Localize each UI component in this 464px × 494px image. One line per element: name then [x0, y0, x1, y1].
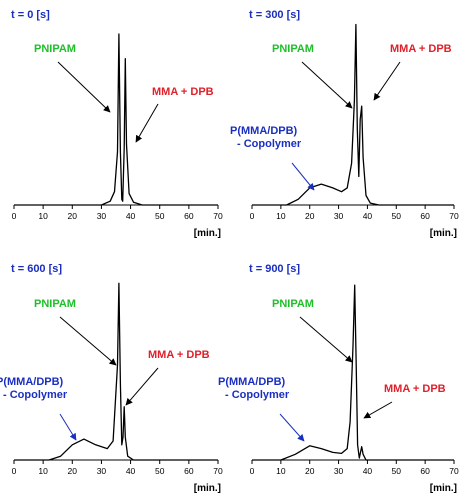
- copolymer-label: P(MMA/DPB): [230, 125, 298, 137]
- x-unit-label: [min.]: [194, 228, 221, 239]
- x-tick-label: 0: [12, 211, 17, 221]
- x-tick-label: 60: [420, 211, 430, 221]
- x-tick-label: 20: [305, 466, 315, 476]
- mma-dpb-arrow: [135, 103, 159, 143]
- x-tick-label: 50: [392, 466, 402, 476]
- copolymer-arrow: [279, 413, 305, 442]
- panel-title: t = 300 [s]: [249, 9, 300, 21]
- x-tick-label: 30: [97, 211, 107, 221]
- pnipam-label: PNIPAM: [272, 43, 314, 55]
- copolymer-label: - Copolymer: [237, 138, 302, 150]
- x-tick-label: 0: [12, 466, 17, 476]
- x-tick-label: 30: [334, 466, 344, 476]
- x-tick-label: 0: [250, 211, 255, 221]
- mma-dpb-arrow: [125, 367, 159, 406]
- pnipam-arrow: [299, 316, 353, 363]
- copolymer-arrow: [59, 413, 77, 441]
- x-unit-label: [min.]: [430, 228, 457, 239]
- copolymer-label: P(MMA/DPB): [218, 376, 286, 388]
- x-unit-label: [min.]: [194, 483, 221, 494]
- chromatogram-trace: [14, 282, 218, 461]
- x-tick-label: 10: [276, 211, 286, 221]
- pnipam-label: PNIPAM: [272, 298, 314, 310]
- x-tick-label: 70: [449, 466, 459, 476]
- mma-dpb-label: MMA + DPB: [390, 43, 452, 55]
- pnipam-arrow: [57, 61, 111, 113]
- x-tick-label: 50: [392, 211, 402, 221]
- x-tick-label: 50: [155, 466, 165, 476]
- pnipam-label: PNIPAM: [34, 43, 76, 55]
- x-tick-label: 30: [97, 466, 107, 476]
- panel-title: t = 900 [s]: [249, 263, 300, 275]
- copolymer-label: P(MMA/DPB): [0, 376, 64, 388]
- x-tick-label: 40: [363, 466, 373, 476]
- mma-dpb-label: MMA + DPB: [152, 86, 214, 98]
- copolymer-arrow: [291, 162, 315, 191]
- x-tick-label: 10: [38, 466, 48, 476]
- mma-dpb-arrow: [363, 401, 393, 419]
- panel-title: t = 600 [s]: [11, 263, 62, 275]
- x-tick-label: 70: [213, 211, 223, 221]
- pnipam-arrow: [59, 316, 117, 366]
- x-tick-label: 70: [213, 466, 223, 476]
- mma-dpb-label: MMA + DPB: [148, 349, 210, 361]
- chromatogram-trace: [14, 33, 218, 206]
- pnipam-label: PNIPAM: [34, 298, 76, 310]
- x-tick-label: 40: [126, 211, 136, 221]
- chart-panel-4: t = 900 [s] 0 10 20 30 40 50 60 70 [min.] PNIPAM MM…: [218, 263, 459, 494]
- chart-panel-3: t = 600 [s] 0 10 20 30 40 50 60 70 [min.] PNIPAM MM…: [0, 263, 223, 494]
- x-tick-label: 60: [184, 211, 194, 221]
- x-unit-label: [min.]: [430, 483, 457, 494]
- x-tick-label: 30: [334, 211, 344, 221]
- chart-panel-1: t = 0 [s] 0 10 20 30 40 50 60 70 [min.] PNIPAM MMA …: [11, 9, 223, 239]
- panel-title: t = 0 [s]: [11, 9, 50, 21]
- mma-dpb-arrow: [373, 61, 401, 101]
- x-tick-label: 20: [305, 211, 315, 221]
- pnipam-arrow: [301, 61, 353, 109]
- x-tick-label: 0: [250, 466, 255, 476]
- mma-dpb-label: MMA + DPB: [384, 383, 446, 395]
- x-tick-label: 10: [38, 211, 48, 221]
- x-tick-label: 20: [68, 466, 78, 476]
- x-tick-label: 40: [363, 211, 373, 221]
- chromatogram-trace: [252, 284, 454, 461]
- x-tick-label: 10: [276, 466, 286, 476]
- copolymer-label: - Copolymer: [3, 389, 68, 401]
- x-tick-label: 60: [420, 466, 430, 476]
- x-tick-label: 50: [155, 211, 165, 221]
- x-tick-label: 40: [126, 466, 136, 476]
- chart-panel-2: t = 300 [s] 0 10 20 30 40 50 60 70 [min.] PNIPAM MM…: [230, 9, 459, 239]
- x-tick-label: 70: [449, 211, 459, 221]
- copolymer-label: - Copolymer: [225, 389, 290, 401]
- x-tick-label: 20: [68, 211, 78, 221]
- x-tick-label: 60: [184, 466, 194, 476]
